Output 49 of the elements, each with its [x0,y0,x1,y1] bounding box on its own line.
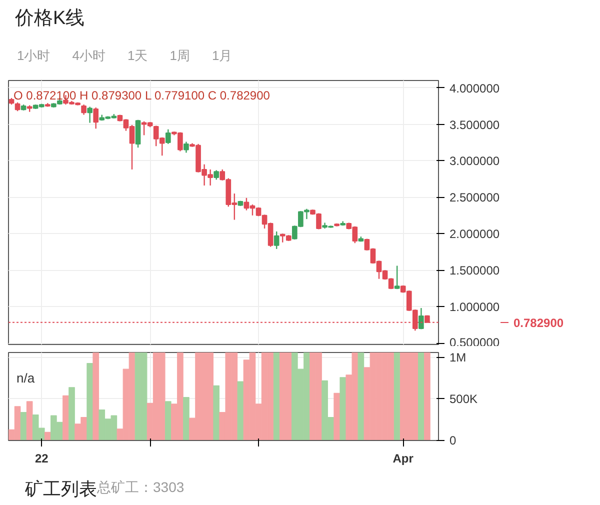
candlestick [214,170,220,180]
bar [183,397,190,440]
bar [213,385,220,440]
bar [358,352,364,440]
text: 1月 [212,48,232,63]
bar [394,352,400,440]
text: 1周 [170,48,190,63]
bar [340,377,346,440]
candlestick [274,230,280,250]
y-tick-label: 4.000000 [450,81,500,96]
candlestick [87,106,92,124]
ref-line-label: 0.782900 [514,316,564,330]
text: 4小时 [72,48,106,63]
candlestick [394,265,400,290]
bar [164,401,172,440]
bar [62,395,69,440]
x-tick-label: 22 [34,452,49,466]
text: 总矿工：3303 [97,478,184,497]
bar [86,362,93,440]
x-tick-label: Apr [392,452,414,466]
y-tick-label: 1.000000 [450,300,500,314]
annotation: n/a [16,370,36,386]
y-tick-label: 500K [450,392,478,406]
y-tick-label: 2.000000 [450,227,500,242]
candlestick [184,141,189,154]
bar [68,387,75,440]
y-tick-label: 1M [450,350,466,364]
bar [237,381,244,440]
candlestick [135,119,141,148]
text: 1天 [127,48,148,63]
text: 矿工列表 [25,479,97,499]
y-tick-label: 0 [450,434,456,448]
bar [20,412,27,440]
bar [26,401,33,440]
chart-title: 价格K线 [15,7,85,31]
bar [334,392,340,440]
y-tick-label: 2.500000 [450,190,500,205]
annotation: O 0.872100 H 0.879300 L 0.779100 C 0.782900 [14,88,270,102]
y-tick-label: 1.500000 [450,264,500,278]
y-tick-label: 3.500000 [450,118,500,132]
candlestick [165,128,171,145]
bar [424,352,430,440]
bar [418,352,424,440]
y-tick-label: 3.000000 [450,154,500,168]
bar [92,352,100,440]
bar [273,352,280,440]
candlestick [93,106,99,130]
text: 1小时 [17,48,50,63]
candlestick [81,104,86,116]
